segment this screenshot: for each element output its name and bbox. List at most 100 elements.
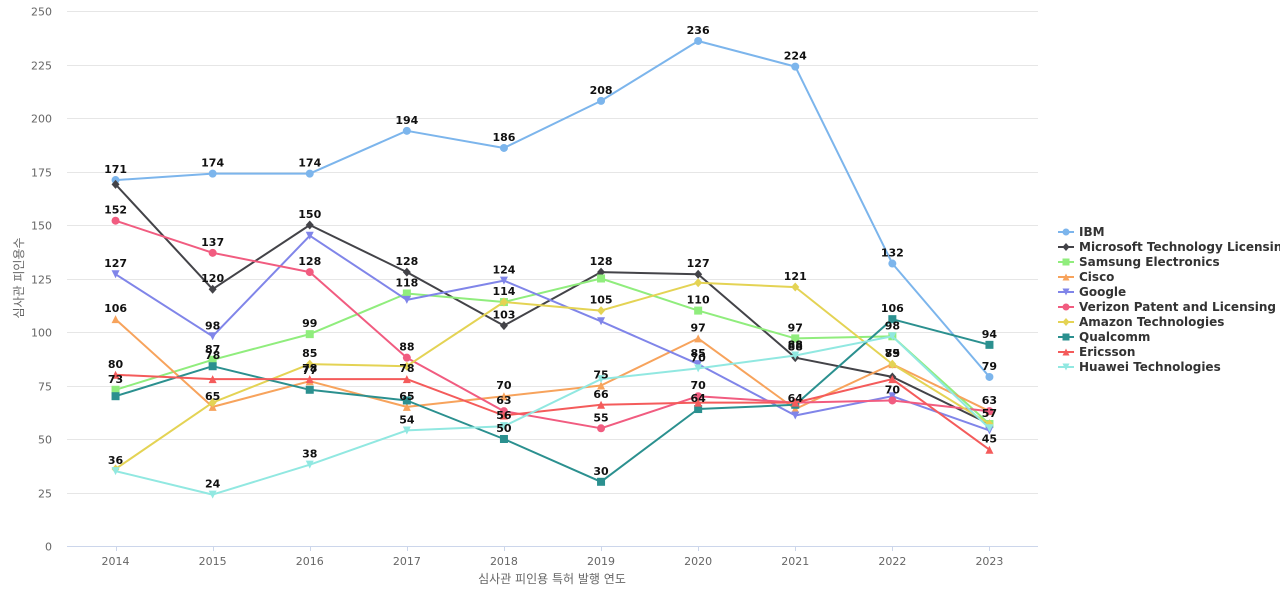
data-point bbox=[985, 424, 994, 433]
data-label: 152 bbox=[104, 204, 127, 217]
series-5 bbox=[111, 216, 994, 433]
data-point bbox=[888, 392, 897, 401]
legend-label: Amazon Technologies bbox=[1079, 314, 1225, 329]
series-line bbox=[114, 318, 991, 483]
data-point bbox=[597, 317, 606, 326]
data-label: 38 bbox=[302, 448, 317, 461]
data-label: 70 bbox=[496, 379, 512, 392]
y-tick-label: 225 bbox=[31, 60, 52, 73]
data-label: 57 bbox=[982, 407, 997, 420]
data-label: 24 bbox=[205, 478, 221, 491]
data-point bbox=[985, 340, 994, 349]
series-4 bbox=[111, 231, 994, 435]
y-tick-label: 250 bbox=[31, 6, 52, 19]
data-label: 236 bbox=[687, 24, 710, 37]
data-label: 174 bbox=[298, 157, 321, 170]
legend-swatch bbox=[1058, 303, 1074, 310]
data-label: 65 bbox=[399, 390, 414, 403]
data-label: 127 bbox=[104, 257, 127, 270]
data-point bbox=[208, 332, 217, 341]
data-point bbox=[208, 248, 217, 257]
data-point bbox=[499, 407, 508, 416]
data-label: 75 bbox=[593, 369, 608, 382]
legend-marker bbox=[1062, 348, 1070, 355]
data-label: 73 bbox=[108, 373, 123, 386]
legend-item[interactable]: Ericsson bbox=[1058, 344, 1280, 359]
data-label: 70 bbox=[690, 351, 706, 364]
data-point bbox=[499, 297, 508, 307]
data-point bbox=[305, 375, 314, 384]
x-tick-label: 2019 bbox=[587, 555, 615, 568]
data-point bbox=[499, 411, 508, 420]
data-label: 78 bbox=[399, 362, 414, 375]
legend-swatch bbox=[1058, 288, 1074, 295]
legend-label: Ericsson bbox=[1079, 344, 1136, 359]
data-labels: 171 174 174 194 186 208 236 224 132 79 120 150 128 10… bbox=[104, 24, 997, 491]
legend-item[interactable]: Samsung Electronics bbox=[1058, 254, 1280, 269]
data-label: 137 bbox=[201, 236, 224, 249]
data-label: 70 bbox=[690, 379, 706, 392]
series-line bbox=[114, 335, 991, 496]
data-point bbox=[597, 274, 606, 283]
data-label: 114 bbox=[492, 285, 515, 298]
series-6 bbox=[111, 278, 994, 474]
axes: 심사관 피인용 특허 발행 연도 심사관 피인용수 0 25 50 75 100 125 1… bbox=[12, 6, 1003, 587]
y-tick-label: 100 bbox=[31, 327, 52, 340]
legend-label: IBM bbox=[1079, 224, 1105, 239]
legend-item[interactable]: IBM bbox=[1058, 224, 1280, 239]
x-tick-label: 2020 bbox=[684, 555, 712, 568]
data-point bbox=[208, 375, 217, 384]
legend-item[interactable]: Verizon Patent and Licensing bbox=[1058, 299, 1280, 314]
data-point bbox=[402, 295, 411, 304]
data-label: 97 bbox=[788, 321, 803, 334]
data-point bbox=[111, 216, 120, 225]
data-label: 97 bbox=[690, 321, 705, 334]
legend-marker bbox=[1062, 228, 1070, 235]
data-point bbox=[111, 392, 120, 401]
legend-marker bbox=[1062, 303, 1070, 310]
legend-item[interactable]: Qualcomm bbox=[1058, 329, 1280, 344]
y-axis-title: 심사관 피인용수 bbox=[12, 237, 26, 318]
y-tick-label: 175 bbox=[31, 167, 52, 180]
data-label: 88 bbox=[788, 341, 803, 354]
data-point bbox=[888, 359, 897, 369]
legend-item[interactable]: Microsoft Technology Licensing bbox=[1058, 239, 1280, 254]
y-tick-label: 25 bbox=[38, 488, 52, 501]
data-label: 150 bbox=[298, 208, 321, 221]
data-label: 79 bbox=[982, 360, 997, 373]
data-point bbox=[208, 284, 217, 294]
series-line bbox=[114, 40, 991, 378]
x-tick-label: 2017 bbox=[393, 555, 421, 568]
data-label: 99 bbox=[302, 317, 317, 330]
data-point bbox=[499, 435, 508, 443]
data-point bbox=[888, 315, 897, 324]
data-point bbox=[305, 169, 314, 178]
y-tick-label: 200 bbox=[31, 113, 52, 126]
data-label: 106 bbox=[881, 302, 904, 315]
data-label: 85 bbox=[885, 347, 900, 360]
data-point bbox=[111, 370, 120, 379]
series-line bbox=[114, 277, 991, 425]
data-point bbox=[305, 359, 314, 369]
data-label: 87 bbox=[205, 343, 220, 356]
data-point bbox=[888, 375, 897, 384]
data-point bbox=[791, 282, 800, 292]
legend-item[interactable]: Cisco bbox=[1058, 269, 1280, 284]
legend-item[interactable]: Huawei Technologies bbox=[1058, 359, 1280, 374]
legend-swatch bbox=[1058, 228, 1074, 235]
data-point bbox=[694, 392, 703, 401]
legend-marker bbox=[1062, 273, 1070, 280]
data-point bbox=[694, 360, 703, 369]
y-tick-label: 75 bbox=[38, 381, 52, 394]
data-point bbox=[597, 400, 606, 409]
legend-swatch bbox=[1058, 363, 1074, 370]
legend-swatch bbox=[1058, 258, 1074, 265]
legend-label: Cisco bbox=[1079, 269, 1115, 284]
legend-item[interactable]: Amazon Technologies bbox=[1058, 314, 1280, 329]
legend-item[interactable]: Google bbox=[1058, 284, 1280, 299]
series-lines bbox=[111, 36, 994, 499]
data-label: 98 bbox=[885, 319, 900, 332]
data-label: 77 bbox=[302, 364, 317, 377]
data-point bbox=[305, 385, 314, 394]
